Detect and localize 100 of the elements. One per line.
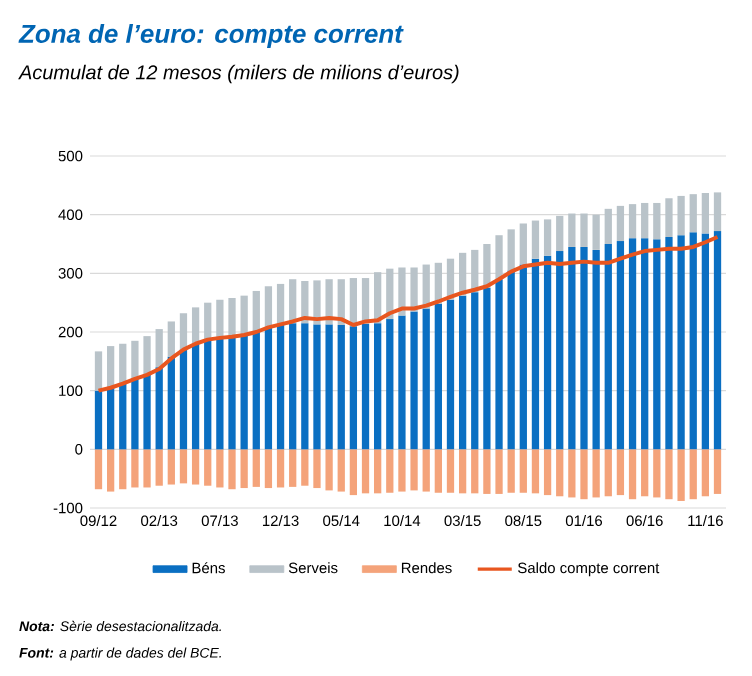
bar: [337, 324, 345, 450]
bar: [155, 449, 163, 486]
bar: [204, 449, 212, 486]
bar: [665, 449, 673, 500]
bar: [543, 219, 552, 256]
bar: [410, 449, 418, 491]
bar: [301, 323, 309, 450]
bar: [556, 449, 564, 497]
bar: [313, 324, 321, 450]
bar: [289, 449, 297, 487]
bar: [374, 323, 382, 450]
bar: [106, 449, 115, 492]
bar: [701, 233, 710, 450]
bar: [641, 449, 649, 497]
bar: [434, 303, 442, 450]
bar: [604, 449, 612, 497]
bar: [689, 232, 697, 450]
bar: [580, 449, 588, 500]
bar: [446, 299, 455, 450]
line-series: [96, 234, 720, 393]
bar: [216, 339, 224, 450]
bar: [374, 449, 382, 494]
bar: [677, 449, 685, 501]
bar: [94, 390, 103, 450]
bar: [191, 449, 200, 485]
bar: [701, 192, 710, 234]
bar: [616, 449, 625, 496]
bar: [264, 286, 273, 328]
bar: [628, 204, 637, 239]
bar: [204, 340, 212, 450]
bar: [519, 449, 527, 493]
bar: [653, 202, 661, 240]
bar: [713, 231, 722, 450]
chart-subtitle: Acumulat de 12 mesos (milers de milions d’euros): [18, 64, 459, 84]
bar: [507, 270, 515, 450]
bar: [119, 383, 127, 450]
bar: [616, 205, 625, 242]
bar: [143, 336, 151, 375]
bar: [119, 343, 127, 384]
bar: [483, 244, 491, 289]
bar: [471, 449, 479, 494]
bar: [689, 449, 697, 500]
bar: [458, 295, 467, 450]
bar: [580, 213, 588, 247]
bar: [289, 323, 297, 450]
bar: [398, 449, 406, 492]
bar: [240, 334, 248, 450]
bar: [458, 449, 467, 494]
bar: [301, 449, 309, 486]
bar: [543, 255, 552, 450]
bar: [131, 378, 139, 450]
bar: [179, 313, 188, 350]
bar: [131, 340, 139, 379]
bar: [483, 449, 491, 494]
bar: [119, 449, 127, 490]
bar: [592, 449, 600, 498]
bar: [519, 223, 527, 265]
bar: [191, 307, 200, 344]
bar: [471, 292, 479, 450]
bar: [410, 267, 418, 312]
bar: [131, 449, 139, 488]
bar: [325, 449, 333, 491]
bar: [628, 238, 637, 450]
bar: [167, 449, 175, 485]
bar: [240, 449, 248, 489]
bar: [713, 192, 722, 232]
bar: [143, 374, 151, 450]
bar: [167, 356, 175, 450]
bar: [653, 239, 661, 450]
bar: [361, 323, 370, 450]
bar: [713, 449, 722, 494]
bar: [252, 449, 260, 487]
bar: [519, 264, 527, 450]
bar: [361, 449, 370, 494]
bar: [628, 449, 637, 500]
bar: [507, 229, 515, 271]
bar: [264, 327, 273, 450]
bar: [495, 279, 503, 450]
bar: [568, 246, 576, 450]
bar: [179, 449, 188, 484]
bar: [264, 449, 273, 489]
bar: [143, 449, 151, 488]
bar: [483, 288, 491, 450]
bar: [106, 346, 115, 388]
bar: [228, 449, 236, 490]
bar: [410, 311, 418, 450]
bar: [446, 449, 455, 493]
bar: [422, 308, 430, 450]
bar: [641, 202, 649, 239]
bar: [325, 279, 333, 325]
bar: [398, 267, 406, 316]
bar: [604, 208, 612, 245]
bar: [422, 449, 430, 492]
bar: [337, 449, 345, 492]
bar: [677, 195, 685, 236]
bar: [106, 387, 115, 450]
bar: [349, 326, 358, 450]
chart-title: Zona de l’euro: compte corrent: [18, 23, 404, 49]
bar: [313, 280, 321, 325]
bar: [216, 299, 224, 340]
